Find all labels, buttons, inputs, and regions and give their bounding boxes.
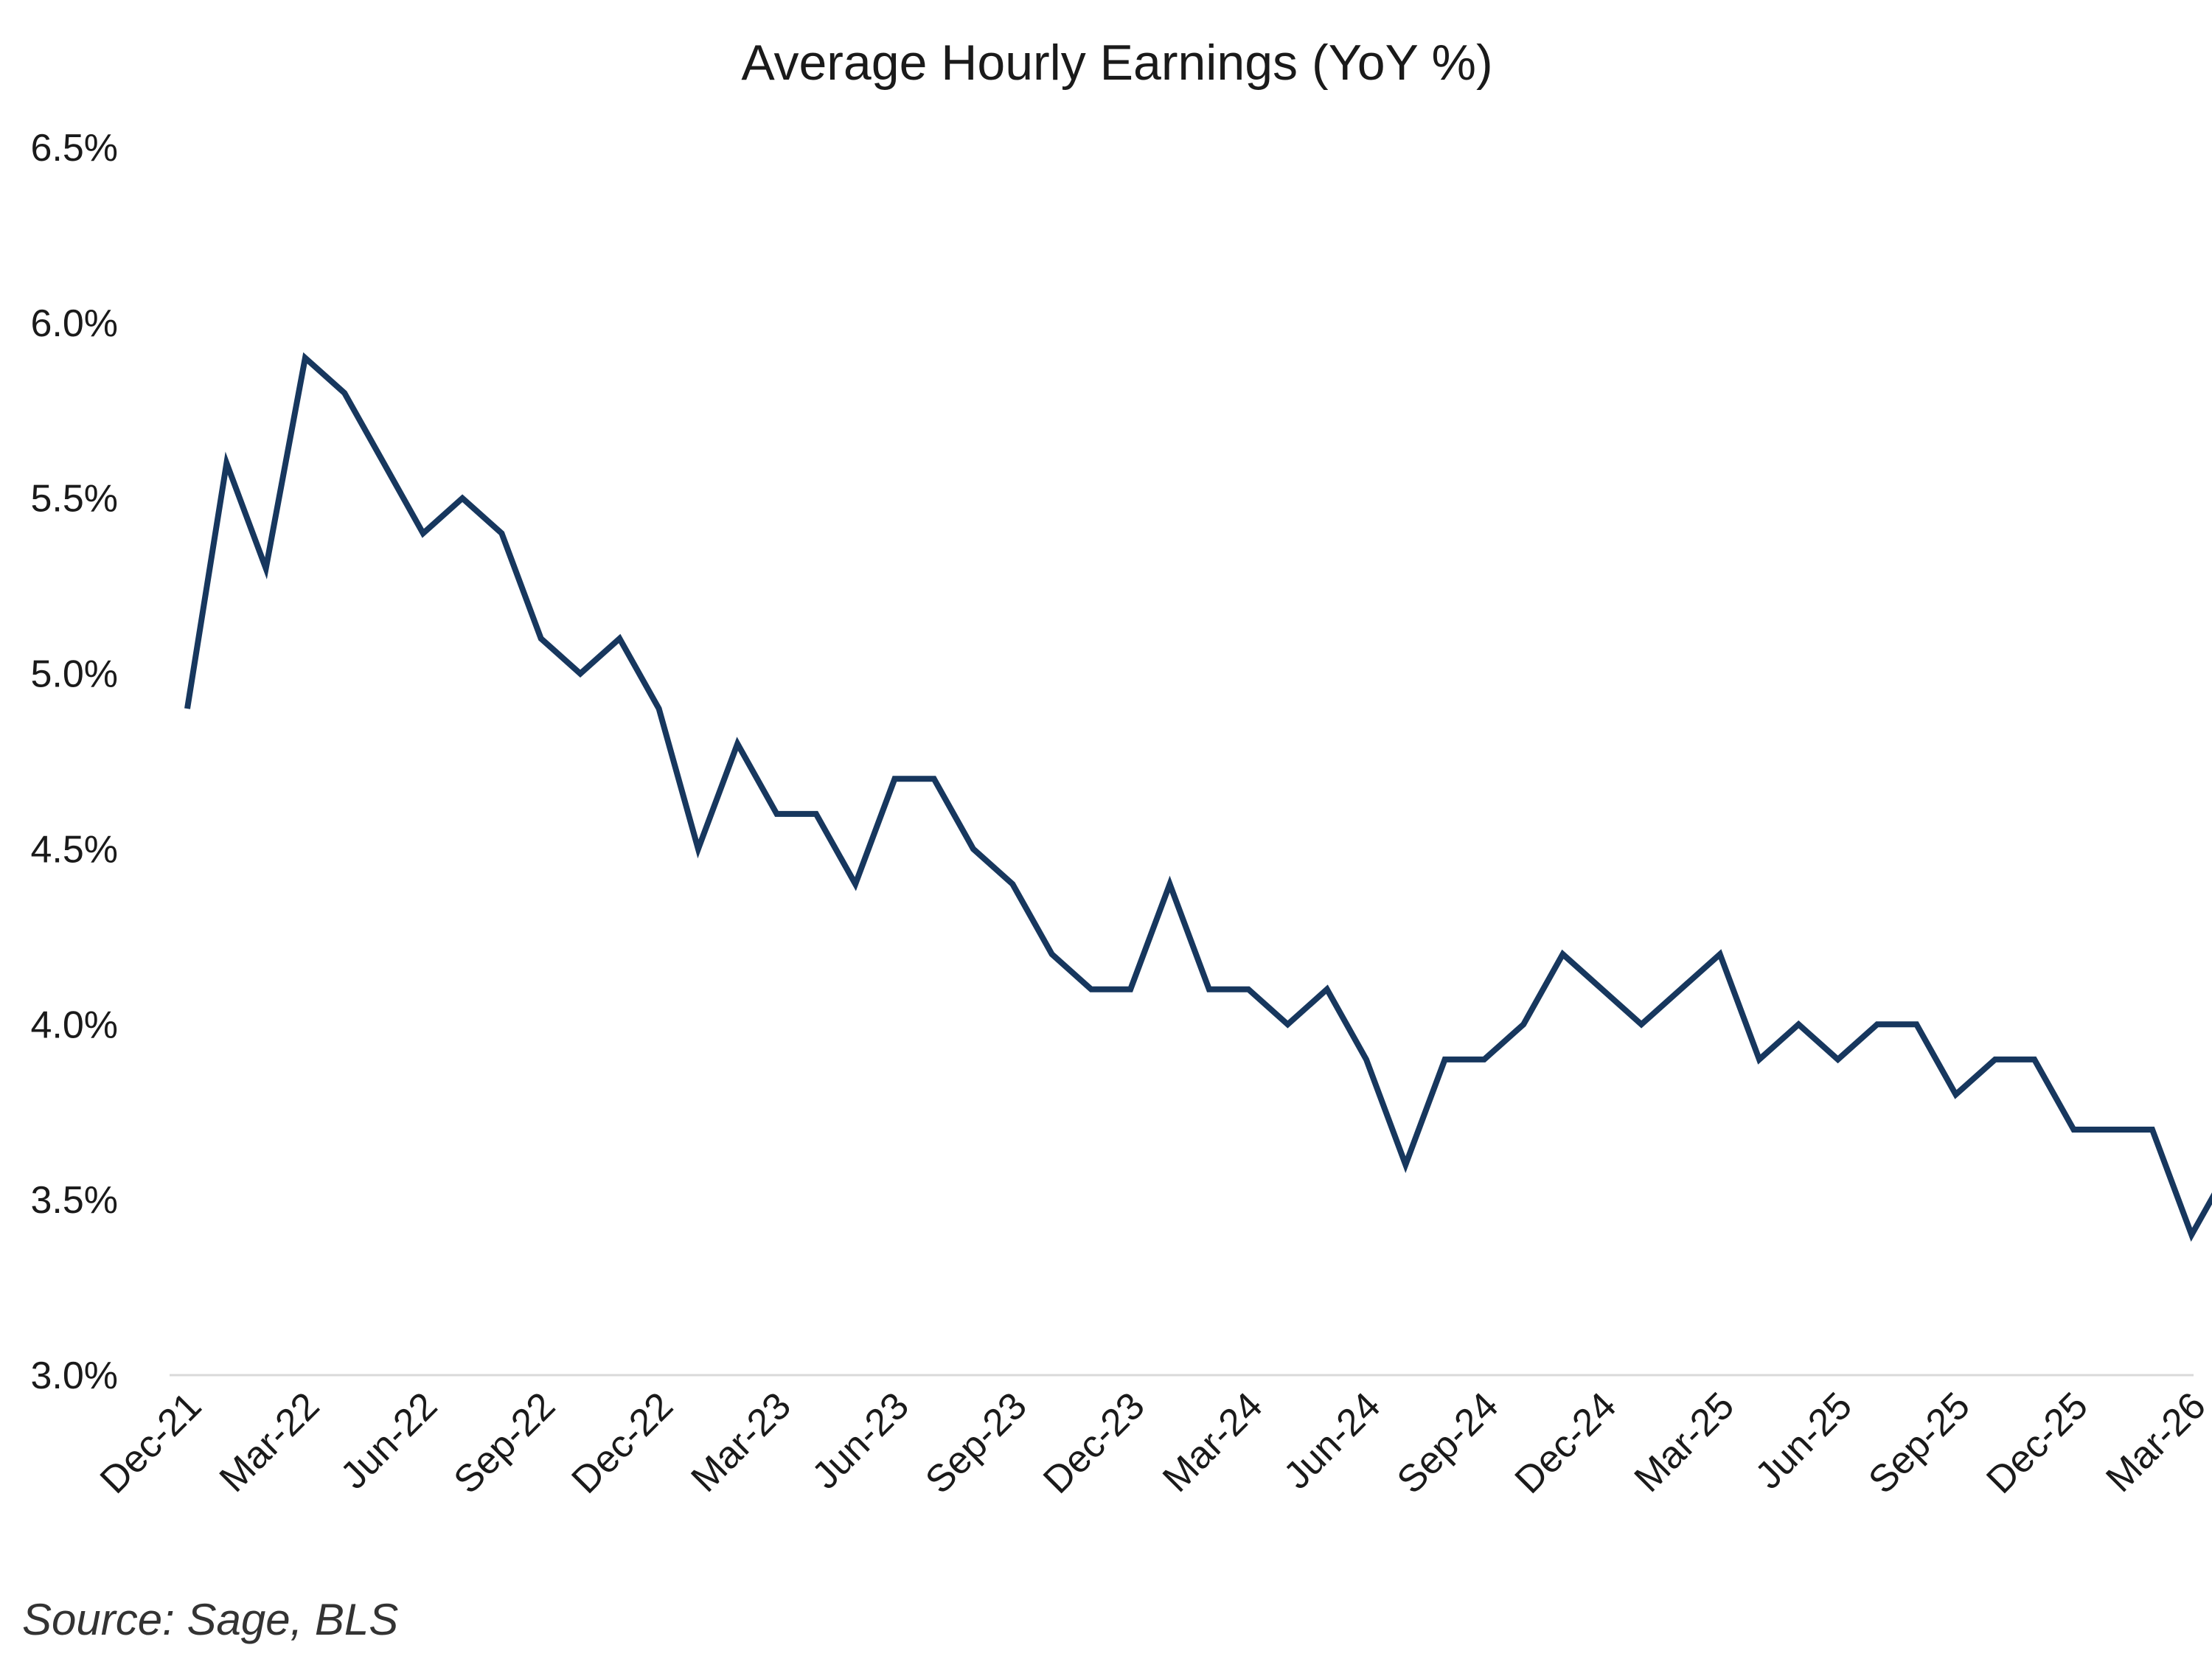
- y-tick-label: 4.0%: [30, 1004, 118, 1046]
- y-tick-label: 4.5%: [30, 828, 118, 871]
- series-line: [184, 352, 2212, 1242]
- x-tick-label: Sep-24: [1389, 1384, 1507, 1502]
- x-tick-label: Dec-22: [564, 1384, 682, 1502]
- x-tick-label: Sep-25: [1860, 1384, 1978, 1502]
- y-axis: 3.0% 3.5% 4.0% 4.5% 5.0% 5.5% 6.0% 6.5%: [30, 127, 118, 1397]
- x-tick-label: Dec-23: [1035, 1384, 1153, 1502]
- series-group: [184, 352, 2212, 1242]
- x-tick-label: Mar-26: [2098, 1384, 2212, 1500]
- x-tick-label: Mar-25: [1627, 1384, 1742, 1500]
- y-tick-label: 3.0%: [30, 1354, 118, 1397]
- x-tick-label: Dec-25: [1978, 1384, 2096, 1502]
- x-tick-label: Mar-22: [212, 1384, 327, 1500]
- x-tick-label: Sep-23: [917, 1384, 1035, 1502]
- x-tick-label: Mar-23: [683, 1384, 799, 1500]
- y-tick-label: 6.0%: [30, 302, 118, 345]
- x-tick-label: Mar-24: [1155, 1384, 1270, 1500]
- x-tick-label: Jun-22: [333, 1384, 445, 1497]
- y-tick-label: 6.5%: [30, 127, 118, 170]
- x-tick-label: Jun-23: [804, 1384, 917, 1497]
- y-tick-label: 3.5%: [30, 1179, 118, 1222]
- x-tick-label: Jun-25: [1747, 1384, 1860, 1497]
- y-tick-label: 5.5%: [30, 478, 118, 521]
- x-tick-label: Dec-24: [1507, 1384, 1625, 1502]
- x-tick-label: Dec-21: [92, 1384, 210, 1502]
- x-axis: Dec-21 Mar-22 Jun-22 Sep-22 Dec-22 Mar-23 Jun-…: [92, 1384, 2212, 1502]
- x-tick-label: Jun-24: [1276, 1384, 1388, 1497]
- source-note: Source: Sage, BLS: [22, 1595, 399, 1644]
- y-tick-label: 5.0%: [30, 653, 118, 696]
- chart-title: Average Hourly Earnings (YoY %): [741, 35, 1492, 91]
- x-tick-label: Sep-22: [446, 1384, 564, 1502]
